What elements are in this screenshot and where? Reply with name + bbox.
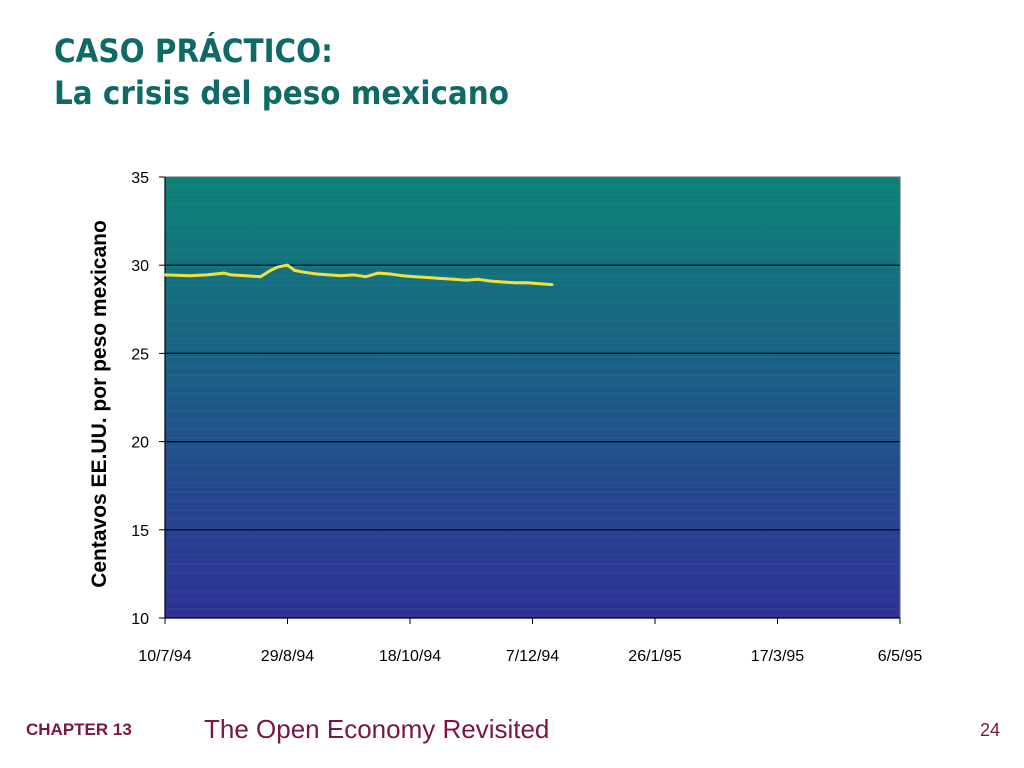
data-point	[276, 265, 280, 269]
data-point	[364, 275, 368, 279]
y-tick-label: 35	[131, 170, 149, 187]
data-point	[526, 281, 529, 285]
x-tick-label: 17/3/95	[751, 648, 804, 665]
x-tick-label: 10/7/94	[138, 648, 191, 665]
data-point	[244, 274, 248, 278]
page-number: 24	[979, 720, 1000, 740]
data-point	[229, 273, 233, 277]
data-point	[352, 273, 356, 277]
slide-title-line-1: CASO PRÁCTICO:	[54, 32, 333, 70]
x-tick-label: 7/12/94	[506, 648, 559, 665]
data-point	[452, 277, 456, 281]
data-point	[425, 276, 429, 279]
x-tick-label: 18/10/94	[379, 648, 441, 665]
footer-book-title: The Open Economy Revisited	[204, 714, 550, 744]
slide-title-line-2: La crisis del peso mexicano	[54, 74, 509, 112]
data-point	[315, 272, 319, 276]
y-axis-label: Centavos EE.UU. por peso mexicano	[88, 220, 111, 588]
data-point	[259, 275, 262, 279]
data-point	[477, 277, 480, 281]
data-point	[340, 274, 343, 278]
data-point	[538, 282, 542, 286]
series-line	[164, 263, 553, 287]
plot-area	[165, 177, 900, 618]
data-point	[188, 274, 191, 278]
x-tick-label: 29/8/94	[261, 648, 314, 665]
y-tick-label: 30	[131, 258, 149, 275]
data-point	[513, 281, 517, 285]
data-point	[376, 271, 380, 275]
data-point	[205, 273, 209, 277]
data-point	[464, 278, 468, 282]
x-tick-label: 26/1/95	[628, 648, 681, 665]
slide-title: CASO PRÁCTICO: La crisis del peso mexica…	[54, 30, 509, 114]
y-tick-label: 15	[131, 523, 149, 540]
data-point	[501, 280, 505, 284]
footer-chapter: CHAPTER 13	[26, 720, 132, 739]
data-point	[163, 273, 167, 277]
y-tick-label: 25	[131, 346, 149, 363]
data-point	[268, 269, 272, 272]
data-point	[413, 275, 417, 279]
data-point	[293, 269, 297, 272]
y-tick-label: 20	[131, 435, 149, 452]
data-point	[550, 283, 554, 287]
data-point	[489, 279, 493, 283]
y-tick-label: 10	[131, 611, 149, 628]
data-point	[401, 274, 405, 278]
x-tick-label: 6/5/95	[878, 648, 923, 665]
data-point	[222, 271, 226, 275]
data-point	[327, 273, 331, 277]
data-point	[303, 270, 307, 274]
data-point	[389, 272, 392, 276]
data-point	[438, 277, 441, 280]
data-point	[286, 263, 289, 267]
